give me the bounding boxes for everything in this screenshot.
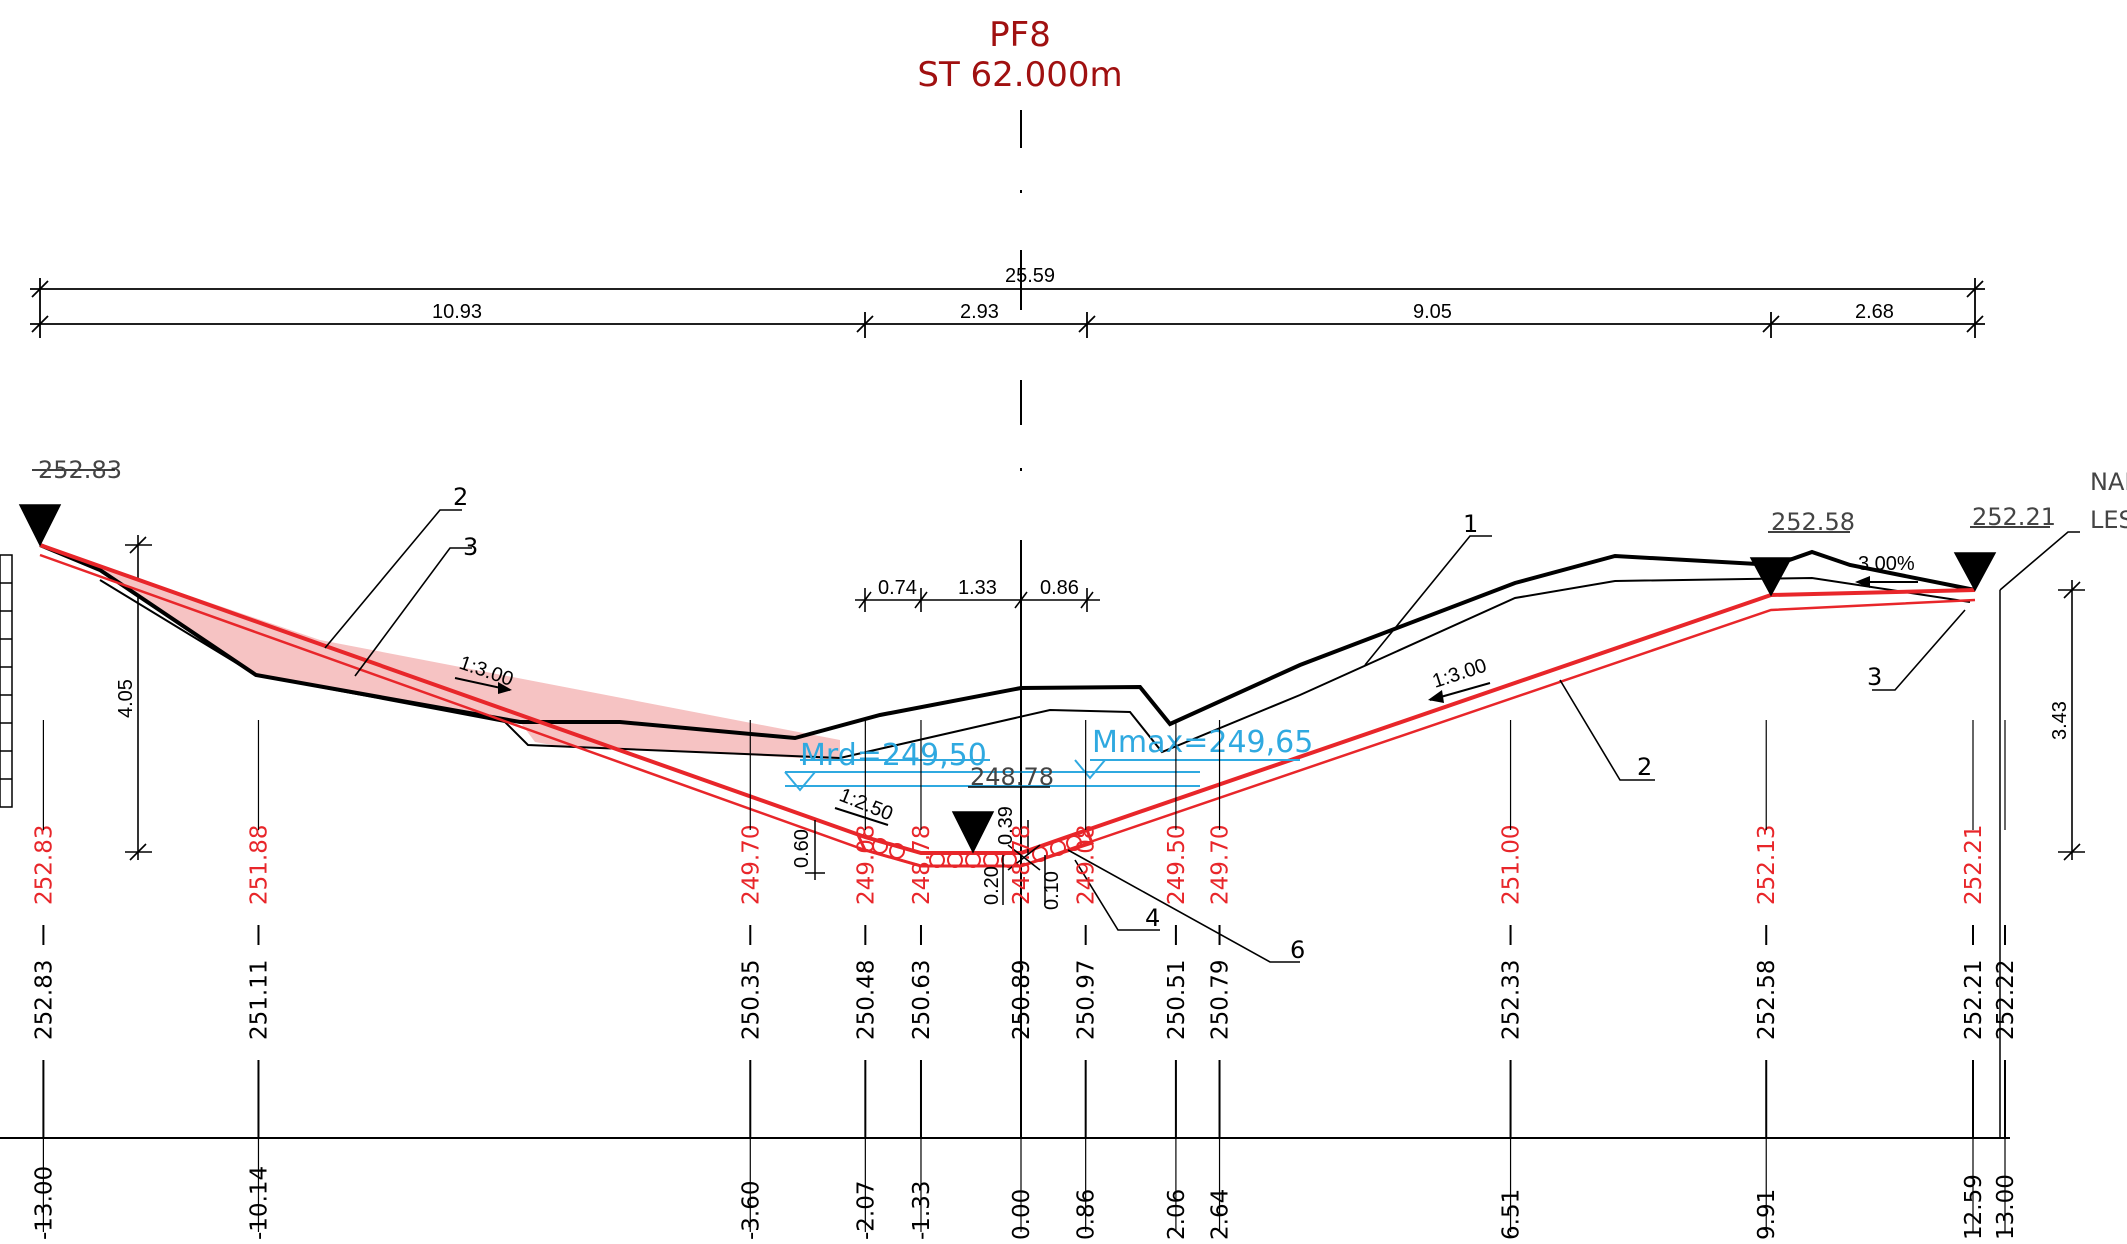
station-offset: 2.06 <box>1164 1189 1190 1240</box>
slope-bottom-left: 1:2.50 <box>836 784 896 825</box>
water-levels <box>784 759 1300 792</box>
station-terrain-elevation: 251.11 <box>246 960 272 1040</box>
station-design-elevation: 249.70 <box>1208 825 1234 905</box>
station-design-elevation: 249.08 <box>853 825 879 905</box>
station-design-elevation: 251.00 <box>1499 825 1525 905</box>
dimension-chain-total <box>30 278 1985 338</box>
station-terrain-elevation: 252.83 <box>31 960 57 1040</box>
station-offset: -13.00 <box>31 1166 57 1240</box>
slope-right: 1:3.00 <box>1430 655 1490 693</box>
dim-depth-bottom: 0.60 <box>791 829 813 868</box>
crossfall-label: 3.00% <box>1858 553 1915 575</box>
station-design-elevation: 249.70 <box>738 825 764 905</box>
dim-height-right: 3.43 <box>2049 701 2071 740</box>
dim-seg-4: 2.68 <box>1855 301 1894 323</box>
station-design-elevation: 248.78 <box>909 825 935 905</box>
dim-seg-1: 10.93 <box>432 301 482 323</box>
slope-arrowhead-right <box>1428 690 1444 703</box>
dim-channel-1: 0.74 <box>878 577 917 599</box>
dimension-height-right <box>2058 580 2085 861</box>
dim-channel-2: 1.33 <box>958 577 997 599</box>
station-offset: 2.64 <box>1208 1189 1234 1240</box>
slope-arrowhead-left <box>498 682 512 694</box>
station-terrain-elevation: 252.21 <box>1961 960 1987 1040</box>
callout-6: 6 <box>1290 936 1305 964</box>
level-top-left: 252.83 <box>38 456 122 484</box>
station-terrain-elevation: 252.58 <box>1754 960 1780 1040</box>
left-scale-stub <box>0 554 13 808</box>
dim-depth-center: 0.39 <box>995 806 1017 845</box>
station-title: ST 62.000m <box>917 55 1122 95</box>
callout-leaders <box>324 509 2080 963</box>
crossfall-arrowhead <box>1855 576 1870 588</box>
side-label-2: LESN <box>2090 506 2127 534</box>
dim-channel-3: 0.86 <box>1040 577 1079 599</box>
dim-depth-small: 0.10 <box>1041 871 1063 910</box>
station-offset: -1.33 <box>909 1180 935 1240</box>
station-design-elevation: 252.21 <box>1961 825 1987 905</box>
level-top-mid-right: 252.58 <box>1771 508 1855 536</box>
station-offset: -10.14 <box>246 1166 272 1240</box>
level-markers <box>18 469 2050 854</box>
callout-1-2: 2 <box>453 483 468 511</box>
station-terrain-elevation: 252.22 <box>1993 960 2019 1040</box>
station-design-elevation: 249.50 <box>1164 825 1190 905</box>
station-columns: 252.83252.83-13.00251.88251.11-10.14249.… <box>31 720 2019 1240</box>
station-terrain-elevation: 252.33 <box>1499 960 1525 1040</box>
station-terrain-elevation: 250.63 <box>909 960 935 1040</box>
profile-title: PF8 <box>989 15 1051 55</box>
callout-2-2: 2 <box>1637 753 1652 781</box>
dim-seg-2: 2.93 <box>960 301 999 323</box>
dim-seg-3: 9.05 <box>1413 301 1452 323</box>
station-terrain-elevation: 250.97 <box>1074 960 1100 1040</box>
station-terrain-elevation: 250.51 <box>1164 960 1190 1040</box>
channel-riprap <box>872 835 1082 868</box>
station-design-elevation: 248.78 <box>1009 825 1035 905</box>
dim-height-left: 4.05 <box>115 679 137 718</box>
station-offset: -2.07 <box>853 1180 879 1240</box>
slope-arrow-bottom <box>834 807 889 826</box>
station-terrain-elevation: 250.89 <box>1009 960 1035 1040</box>
level-bottom: 248.78 <box>970 763 1054 791</box>
station-offset: 6.51 <box>1499 1189 1525 1240</box>
dimension-chain-channel <box>855 588 1100 612</box>
callout-4: 4 <box>1145 904 1160 932</box>
dim-total: 25.59 <box>1005 265 1055 287</box>
station-offset: 12.59 <box>1961 1174 1987 1240</box>
station-offset: 0.00 <box>1009 1189 1035 1240</box>
station-offset: -3.60 <box>738 1180 764 1240</box>
station-design-elevation: 252.83 <box>31 825 57 905</box>
water-level-mid: Mrd=249,50 <box>800 738 987 773</box>
callout-3-2: 3 <box>1867 663 1882 691</box>
station-offset: 13.00 <box>1993 1174 2019 1240</box>
dim-depth-bed: 0.20 <box>981 866 1003 905</box>
cut-fill-area <box>40 545 840 760</box>
callout-1-3: 3 <box>463 533 478 561</box>
station-design-elevation: 251.88 <box>246 825 272 905</box>
channel-depth-dims <box>805 820 1046 905</box>
water-level-max: Mmax=249,65 <box>1092 725 1313 760</box>
station-offset: 0.86 <box>1074 1189 1100 1240</box>
station-design-elevation: 249.08 <box>1074 825 1100 905</box>
station-offset: 9.91 <box>1754 1189 1780 1240</box>
side-label-1: NAPO <box>2090 468 2127 496</box>
station-design-elevation: 252.13 <box>1754 825 1780 905</box>
station-terrain-elevation: 250.79 <box>1208 960 1234 1040</box>
station-terrain-elevation: 250.35 <box>738 960 764 1040</box>
callout-terrain-1: 1 <box>1463 510 1478 538</box>
level-top-right: 252.21 <box>1972 503 2056 531</box>
station-terrain-elevation: 250.48 <box>853 960 879 1040</box>
